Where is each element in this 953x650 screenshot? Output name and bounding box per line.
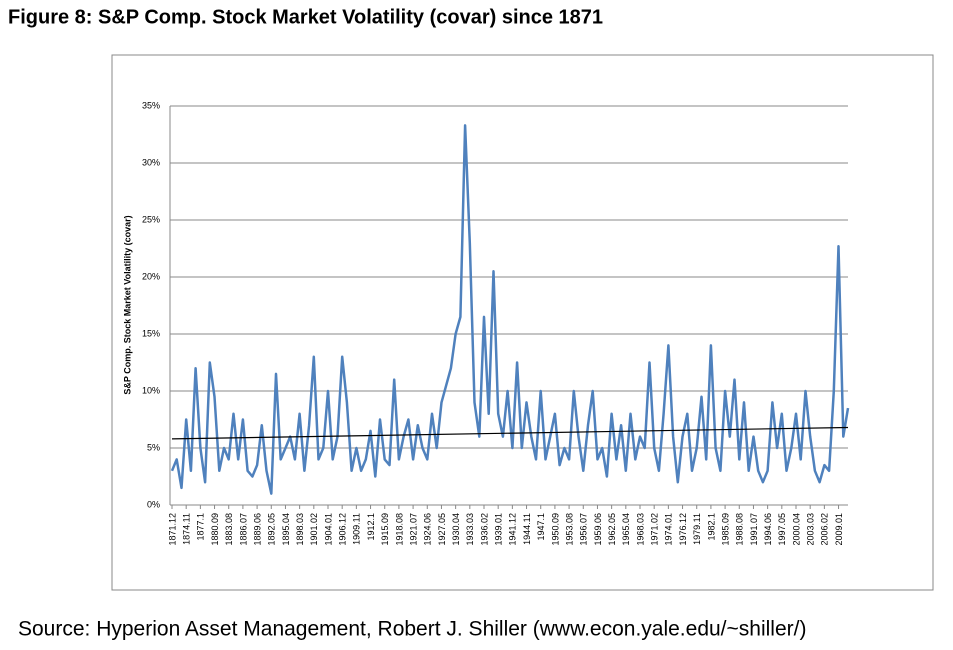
x-tick-label: 1871.12 — [167, 513, 177, 546]
x-tick-label: 1988.08 — [735, 513, 745, 546]
x-tick-label: 1927.05 — [437, 513, 447, 546]
x-tick-label: 1895.04 — [281, 513, 291, 546]
x-tick-label: 1912.1 — [366, 513, 376, 541]
x-tick-label: 1947.1 — [536, 513, 546, 541]
trend-line — [171, 426, 849, 440]
x-tick-label: 2009.01 — [834, 513, 844, 546]
x-tick-label: 1906.12 — [338, 513, 348, 546]
x-tick-label: 1933.03 — [465, 513, 475, 546]
chart-frame — [111, 54, 934, 591]
x-tick-label: 1965.04 — [621, 513, 631, 546]
x-tick-label: 1904.01 — [323, 513, 333, 546]
x-tick-label: 1886.07 — [238, 513, 248, 546]
x-tick-label: 1971.02 — [650, 513, 660, 546]
x-tick-label: 1924.06 — [423, 513, 433, 546]
x-tick-label: 1979.11 — [692, 513, 702, 545]
y-tick-label: 20% — [142, 271, 160, 281]
x-tick-label: 2006.02 — [820, 513, 830, 546]
y-tick-label: 5% — [147, 442, 160, 452]
x-tick-label: 1962.05 — [607, 513, 617, 546]
x-tick-label: 1944.11 — [522, 513, 532, 545]
x-tick-label: 2003.03 — [806, 513, 816, 546]
x-tick-label: 1880.09 — [210, 513, 220, 546]
source: Source: Hyperion Asset Management, Rober… — [18, 618, 806, 641]
chart-title: Figure 8: S&P Comp. Stock Market Volatil… — [8, 6, 603, 28]
x-tick-label: 1936.02 — [479, 513, 489, 546]
x-tick-label: 1901.02 — [309, 513, 319, 546]
x-tick-label: 1959.06 — [593, 513, 603, 546]
x-tick-label: 1941.12 — [508, 513, 518, 546]
x-tick-label: 1994.06 — [763, 513, 773, 546]
x-tick-label: 1976.12 — [678, 513, 688, 546]
x-tick-label: 1956.07 — [579, 513, 589, 546]
y-axis-label: S&P Comp. Stock Market Volatility (covar… — [122, 215, 132, 394]
x-tick-label: 1909.11 — [352, 513, 362, 545]
x-tick-label: 1953.08 — [564, 513, 574, 546]
x-tick-label: 1939.01 — [494, 513, 504, 546]
x-tick-label: 1968.03 — [635, 513, 645, 546]
y-tick-label: 15% — [142, 328, 160, 338]
y-tick-label: 35% — [142, 100, 160, 110]
x-tick-label: 1982.1 — [706, 513, 716, 541]
x-tick-label: 1877.1 — [196, 513, 206, 541]
x-tick-label: 1950.09 — [550, 513, 560, 546]
x-tick-label: 1889.06 — [252, 513, 262, 546]
x-tick-label: 1892.05 — [267, 513, 277, 546]
x-tick-label: 1898.03 — [295, 513, 305, 546]
x-tick-label: 1874.11 — [182, 513, 192, 545]
y-tick-label: 25% — [142, 214, 160, 224]
x-tick-label: 1985.09 — [720, 513, 730, 546]
x-tick-label: 1918.08 — [394, 513, 404, 546]
x-tick-label: 1921.07 — [408, 513, 418, 546]
x-tick-label: 1930.04 — [451, 513, 461, 546]
y-tick-label: 0% — [147, 499, 160, 509]
x-tick-label: 1883.08 — [224, 513, 234, 546]
volatility-line — [170, 124, 850, 495]
x-tick-label: 1974.01 — [664, 513, 674, 546]
y-tick-label: 10% — [142, 385, 160, 395]
x-tick-label: 1991.07 — [749, 513, 759, 546]
x-tick-label: 1915.09 — [380, 513, 390, 546]
y-tick-label: 30% — [142, 157, 160, 167]
x-tick-label: 1997.05 — [777, 513, 787, 546]
x-tick-label: 2000.04 — [791, 513, 801, 546]
